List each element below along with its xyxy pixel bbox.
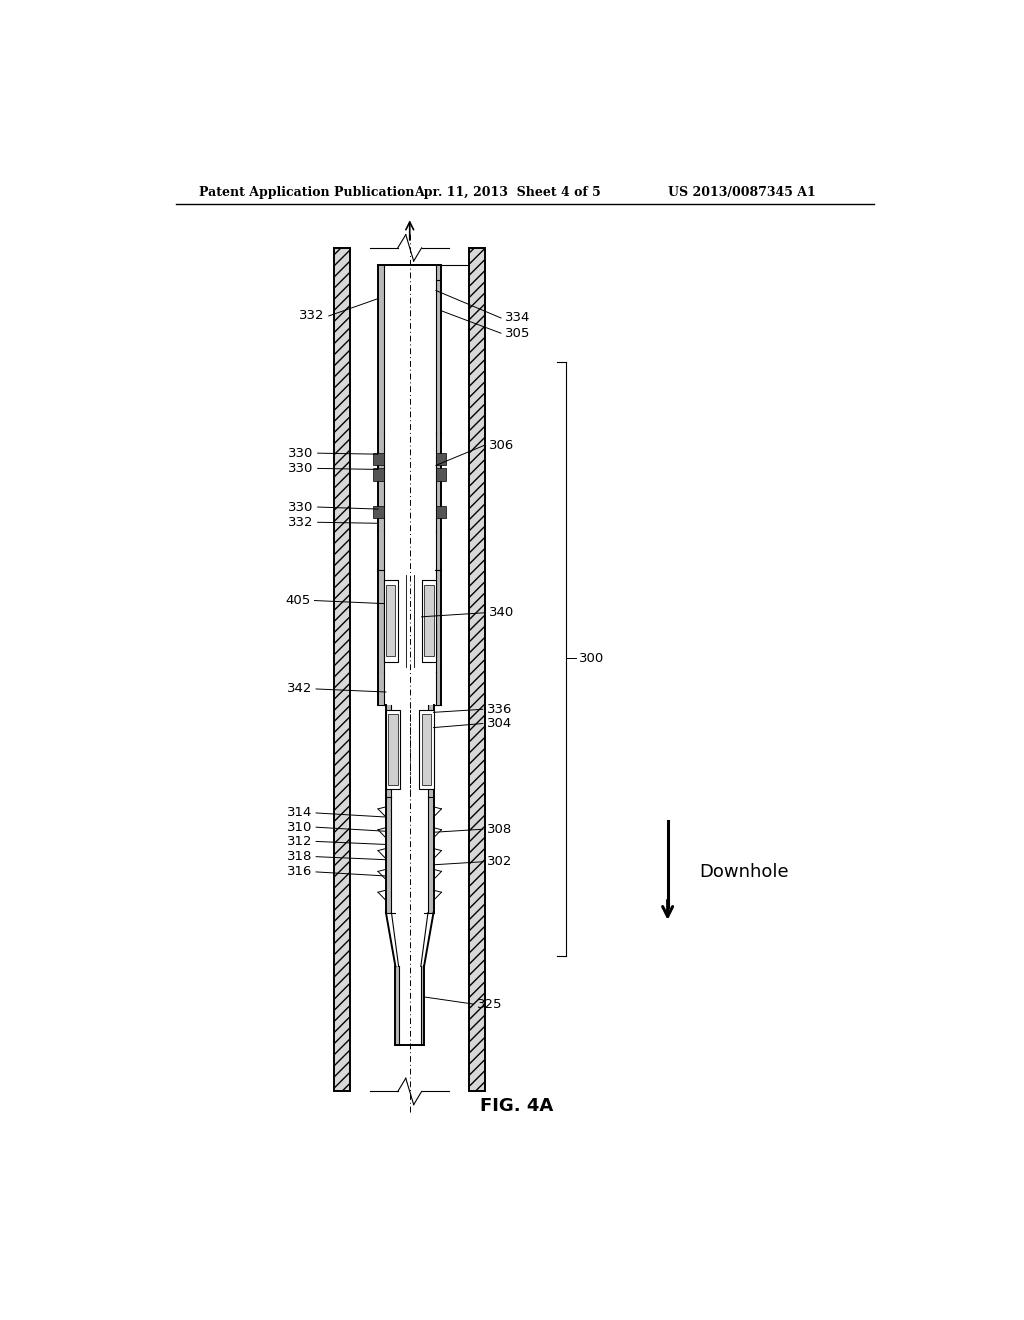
Bar [373, 506, 384, 519]
Text: 332: 332 [299, 309, 325, 322]
Text: 330: 330 [289, 500, 313, 513]
Text: US 2013/0087345 A1: US 2013/0087345 A1 [668, 186, 815, 199]
Bar [428, 797, 433, 912]
Text: 306: 306 [489, 438, 514, 451]
Text: 330: 330 [289, 462, 313, 475]
Bar [436, 453, 446, 466]
Bar [421, 966, 424, 1044]
Bar [386, 585, 395, 656]
Bar [373, 453, 384, 466]
Bar [384, 581, 397, 661]
Bar [334, 248, 350, 1092]
Bar [378, 265, 384, 433]
Bar [395, 966, 398, 1044]
Bar [428, 705, 433, 797]
Text: 342: 342 [287, 682, 312, 696]
Bar [436, 570, 441, 672]
Text: 312: 312 [287, 836, 312, 847]
Text: 330: 330 [289, 446, 313, 459]
Text: 302: 302 [486, 855, 512, 869]
Text: 405: 405 [286, 594, 310, 607]
Bar [386, 710, 400, 788]
Text: 305: 305 [505, 327, 530, 339]
Text: 310: 310 [287, 821, 312, 834]
Text: 332: 332 [288, 516, 313, 529]
Text: 308: 308 [486, 822, 512, 836]
Bar [436, 672, 441, 705]
Bar [386, 797, 391, 912]
Text: 340: 340 [489, 606, 514, 619]
Bar [422, 714, 431, 784]
Bar [424, 585, 433, 656]
Bar [422, 581, 436, 661]
Text: 336: 336 [486, 702, 512, 715]
Bar [469, 248, 485, 1092]
Bar [436, 265, 441, 433]
Bar [378, 433, 384, 532]
Bar [378, 570, 384, 672]
Bar [378, 532, 384, 570]
Text: Downhole: Downhole [699, 863, 790, 880]
Text: 318: 318 [287, 850, 312, 863]
Text: 300: 300 [579, 652, 604, 665]
Bar [436, 532, 441, 570]
Bar [378, 672, 384, 705]
Bar [386, 705, 391, 797]
Text: 304: 304 [486, 717, 512, 730]
Bar [436, 469, 446, 480]
Text: Apr. 11, 2013  Sheet 4 of 5: Apr. 11, 2013 Sheet 4 of 5 [414, 186, 600, 199]
Text: 314: 314 [287, 807, 312, 820]
Text: FIG. 4A: FIG. 4A [480, 1097, 554, 1114]
Bar [436, 433, 441, 532]
Bar [419, 710, 433, 788]
Bar [388, 714, 398, 784]
Text: 316: 316 [287, 866, 312, 878]
Bar [373, 469, 384, 480]
Text: 334: 334 [505, 312, 530, 325]
Text: Patent Application Publication: Patent Application Publication [200, 186, 415, 199]
Bar [436, 506, 446, 519]
Text: 325: 325 [477, 998, 503, 1011]
